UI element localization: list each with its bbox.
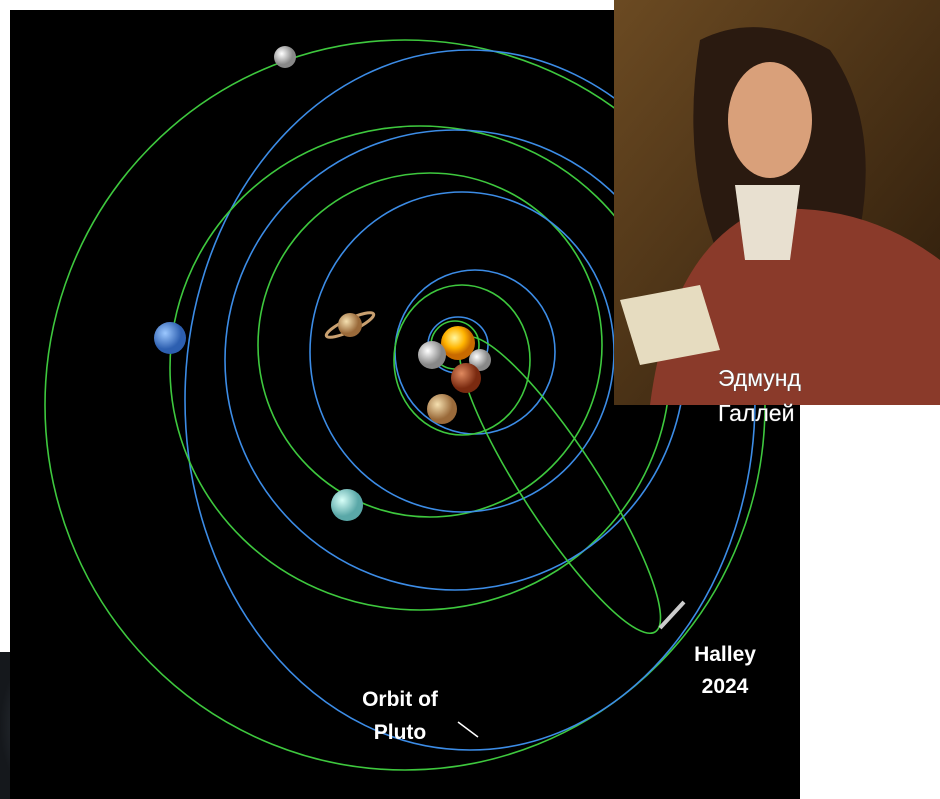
neptune bbox=[154, 322, 186, 354]
pluto bbox=[274, 46, 296, 68]
mars bbox=[451, 363, 481, 393]
face bbox=[728, 62, 812, 178]
portrait bbox=[614, 0, 940, 405]
saturn bbox=[338, 313, 362, 337]
sun bbox=[441, 326, 475, 360]
portrait-caption: Галлей bbox=[718, 400, 794, 426]
slide: {"portrait_caption": ["Эдмунд", "Галлей"… bbox=[0, 0, 940, 799]
venus bbox=[418, 341, 446, 369]
jupiter bbox=[427, 394, 457, 424]
slide-canvas: Halley 2024 Orbit of Pluto Эдмунд Галлей bbox=[0, 0, 940, 799]
comet-label: 2024 bbox=[702, 675, 749, 698]
uranus bbox=[331, 489, 363, 521]
cravat bbox=[735, 185, 800, 260]
portrait-caption: Эдмунд bbox=[718, 365, 801, 391]
pluto-label: Orbit of bbox=[362, 688, 439, 711]
pluto-label: Pluto bbox=[374, 721, 427, 744]
comet-label: Halley bbox=[694, 643, 756, 666]
